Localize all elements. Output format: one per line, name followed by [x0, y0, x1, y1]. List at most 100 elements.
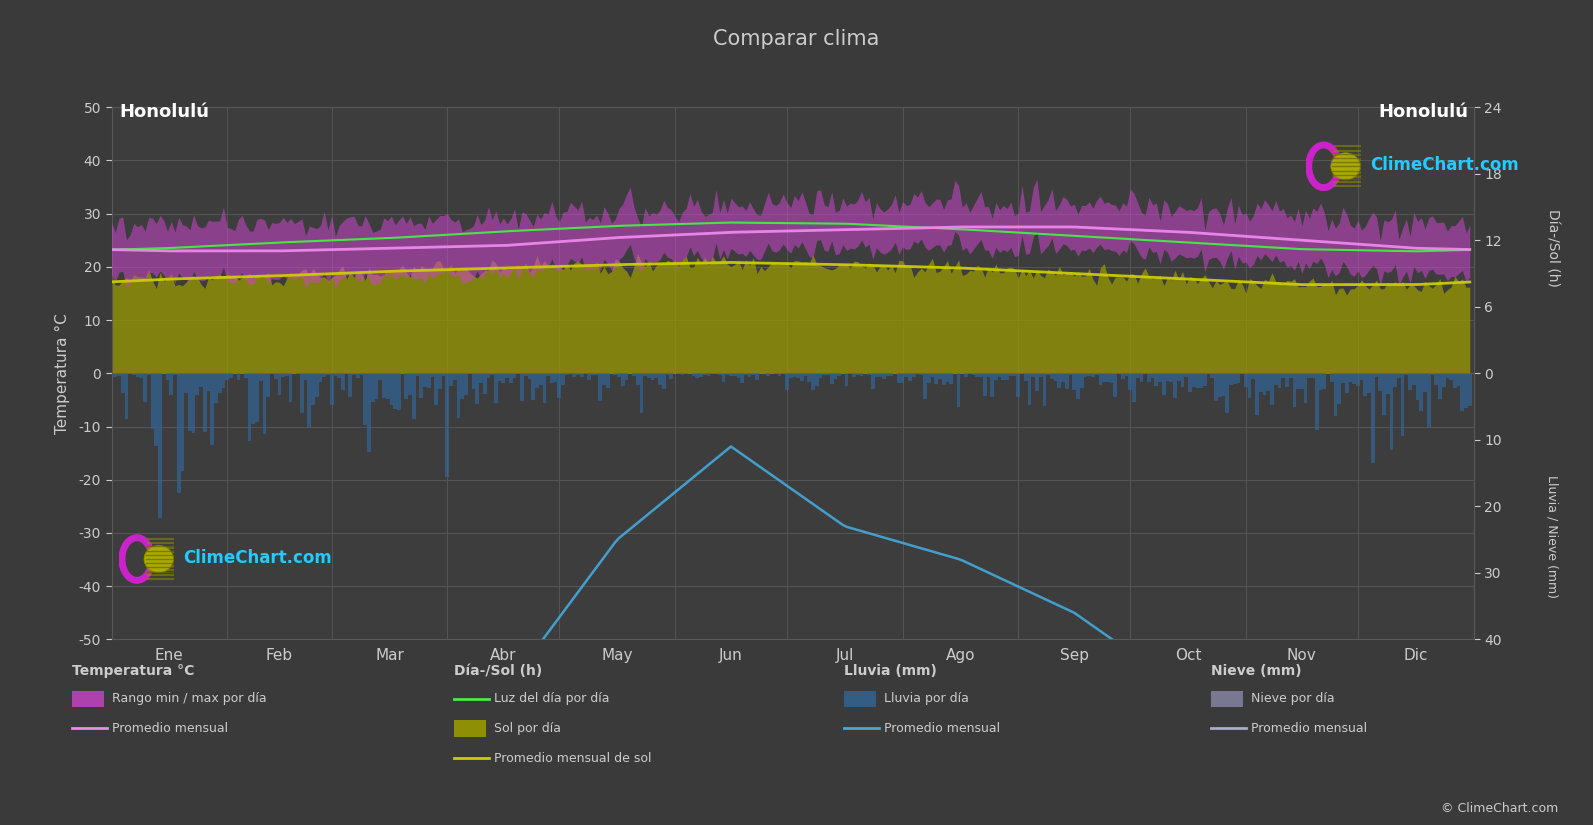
Bar	[1389, 373, 1394, 450]
Bar	[1106, 373, 1110, 382]
Bar	[1072, 373, 1077, 390]
Bar	[158, 373, 162, 518]
Bar	[344, 373, 349, 375]
Bar	[1319, 373, 1322, 390]
Bar	[919, 373, 922, 375]
Bar	[644, 373, 647, 376]
Bar	[494, 373, 497, 403]
Bar	[1258, 373, 1263, 392]
Bar	[169, 373, 174, 394]
Bar	[1061, 373, 1064, 382]
Bar	[1230, 373, 1233, 384]
Bar	[390, 373, 393, 405]
Bar	[1263, 373, 1266, 395]
Bar	[800, 373, 804, 381]
Bar	[221, 373, 225, 388]
Bar	[860, 373, 863, 376]
Bar	[707, 373, 710, 375]
Bar	[830, 373, 833, 384]
Bar	[639, 373, 644, 412]
Bar	[151, 373, 155, 429]
Bar	[315, 373, 319, 397]
Bar	[416, 373, 419, 376]
Bar	[983, 373, 986, 396]
Bar	[889, 373, 894, 376]
Bar	[591, 373, 594, 375]
Bar	[580, 373, 583, 376]
Bar	[755, 373, 758, 380]
Bar	[1289, 373, 1292, 379]
Bar	[969, 373, 972, 375]
Bar	[980, 373, 983, 377]
Bar	[696, 373, 699, 378]
Circle shape	[1330, 153, 1360, 180]
Bar	[1013, 373, 1016, 375]
Bar	[1102, 373, 1106, 382]
Bar	[1442, 373, 1445, 387]
Bar	[124, 373, 129, 419]
Bar	[244, 373, 249, 379]
Bar	[816, 373, 819, 386]
Bar	[236, 373, 241, 380]
Bar	[352, 373, 355, 375]
Bar	[199, 373, 202, 388]
Bar	[1300, 373, 1303, 389]
Bar	[1278, 373, 1281, 388]
Bar	[1180, 373, 1184, 387]
Bar	[1356, 373, 1360, 386]
Bar	[468, 373, 472, 375]
Bar	[935, 373, 938, 384]
Bar	[1027, 373, 1031, 405]
Bar	[1367, 373, 1372, 393]
Bar	[1099, 373, 1102, 384]
Bar	[722, 373, 725, 382]
Bar	[274, 373, 277, 379]
Bar	[185, 373, 188, 394]
Bar	[647, 373, 650, 378]
Bar	[472, 373, 475, 389]
Bar	[1281, 373, 1286, 379]
Bar	[497, 373, 502, 381]
Bar	[1166, 373, 1169, 380]
Bar	[1236, 373, 1241, 383]
Bar	[1169, 373, 1172, 382]
Bar	[1461, 373, 1464, 411]
Bar	[1136, 373, 1139, 378]
Bar	[271, 373, 274, 375]
Bar	[730, 373, 733, 376]
Bar	[1419, 373, 1423, 411]
Bar	[804, 373, 808, 375]
Bar	[397, 373, 401, 410]
Bar	[1147, 373, 1150, 382]
Bar	[1233, 373, 1236, 384]
Bar	[1386, 373, 1389, 394]
Bar	[594, 373, 599, 375]
Bar	[413, 373, 416, 419]
Text: Día-/Sol (h): Día-/Sol (h)	[454, 664, 542, 678]
Bar	[1088, 373, 1091, 375]
Bar	[1338, 373, 1341, 404]
Bar	[408, 373, 413, 395]
Bar	[519, 373, 524, 401]
Bar	[550, 373, 554, 383]
Bar	[561, 373, 566, 385]
Bar	[1308, 373, 1311, 378]
Bar	[1375, 373, 1378, 377]
Bar	[213, 373, 218, 403]
Bar	[569, 373, 572, 375]
Bar	[1005, 373, 1008, 380]
Bar	[446, 373, 449, 477]
Bar	[605, 373, 610, 389]
Text: Luz del día por día: Luz del día por día	[494, 692, 610, 705]
Bar	[1211, 373, 1214, 378]
Bar	[1456, 373, 1461, 385]
Bar	[1244, 373, 1247, 387]
Bar	[1125, 373, 1128, 376]
Bar	[1094, 373, 1099, 375]
Bar	[1352, 373, 1356, 384]
Bar	[1053, 373, 1058, 381]
Bar	[1423, 373, 1427, 392]
Bar	[174, 373, 177, 375]
Bar	[930, 373, 935, 377]
Bar	[1008, 373, 1013, 375]
